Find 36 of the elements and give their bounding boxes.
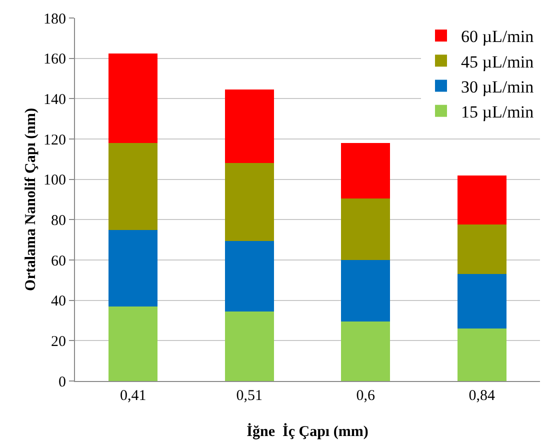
x-tick-label: 0,51 bbox=[236, 388, 263, 404]
y-tick-label: 180 bbox=[44, 11, 66, 28]
bar bbox=[457, 224, 506, 274]
x-tick-label: 0,84 bbox=[468, 388, 496, 404]
bar bbox=[108, 53, 158, 144]
bar bbox=[224, 90, 274, 164]
y-tick-label: 0 bbox=[58, 374, 66, 390]
bar bbox=[108, 230, 158, 306]
y-tick-label: 20 bbox=[51, 334, 66, 350]
legend-label: 45 µL/min bbox=[461, 52, 534, 72]
bar bbox=[341, 143, 390, 198]
x-tick-label: 0,41 bbox=[120, 388, 146, 404]
bar bbox=[108, 306, 158, 381]
bar bbox=[341, 260, 390, 322]
bar bbox=[224, 311, 274, 381]
x-tick-label: 0,6 bbox=[356, 388, 376, 404]
y-tick-label: 100 bbox=[44, 172, 66, 189]
bar bbox=[457, 175, 506, 225]
y-tick-label: 160 bbox=[44, 52, 66, 68]
legend-label: 30 µL/min bbox=[461, 77, 534, 96]
bar bbox=[224, 163, 274, 241]
y-tick-label: 120 bbox=[44, 132, 66, 148]
legend-label: 15 µL/min bbox=[461, 102, 534, 122]
bar bbox=[108, 143, 158, 230]
bar bbox=[457, 274, 506, 329]
bar bbox=[341, 322, 390, 381]
y-tick-label: 60 bbox=[51, 253, 66, 270]
x-axis-title: İğne İç Çapı (mm) bbox=[246, 423, 368, 440]
y-tick-label: 40 bbox=[51, 294, 66, 310]
bar bbox=[341, 198, 390, 260]
bar bbox=[224, 240, 274, 312]
bar bbox=[457, 328, 506, 381]
y-axis-title: Ortalama Nanolif Çapı (nm) bbox=[23, 108, 39, 291]
y-tick-label: 140 bbox=[44, 92, 66, 108]
legend-label: 60 µL/min bbox=[461, 27, 534, 46]
y-tick-label: 80 bbox=[51, 212, 66, 229]
